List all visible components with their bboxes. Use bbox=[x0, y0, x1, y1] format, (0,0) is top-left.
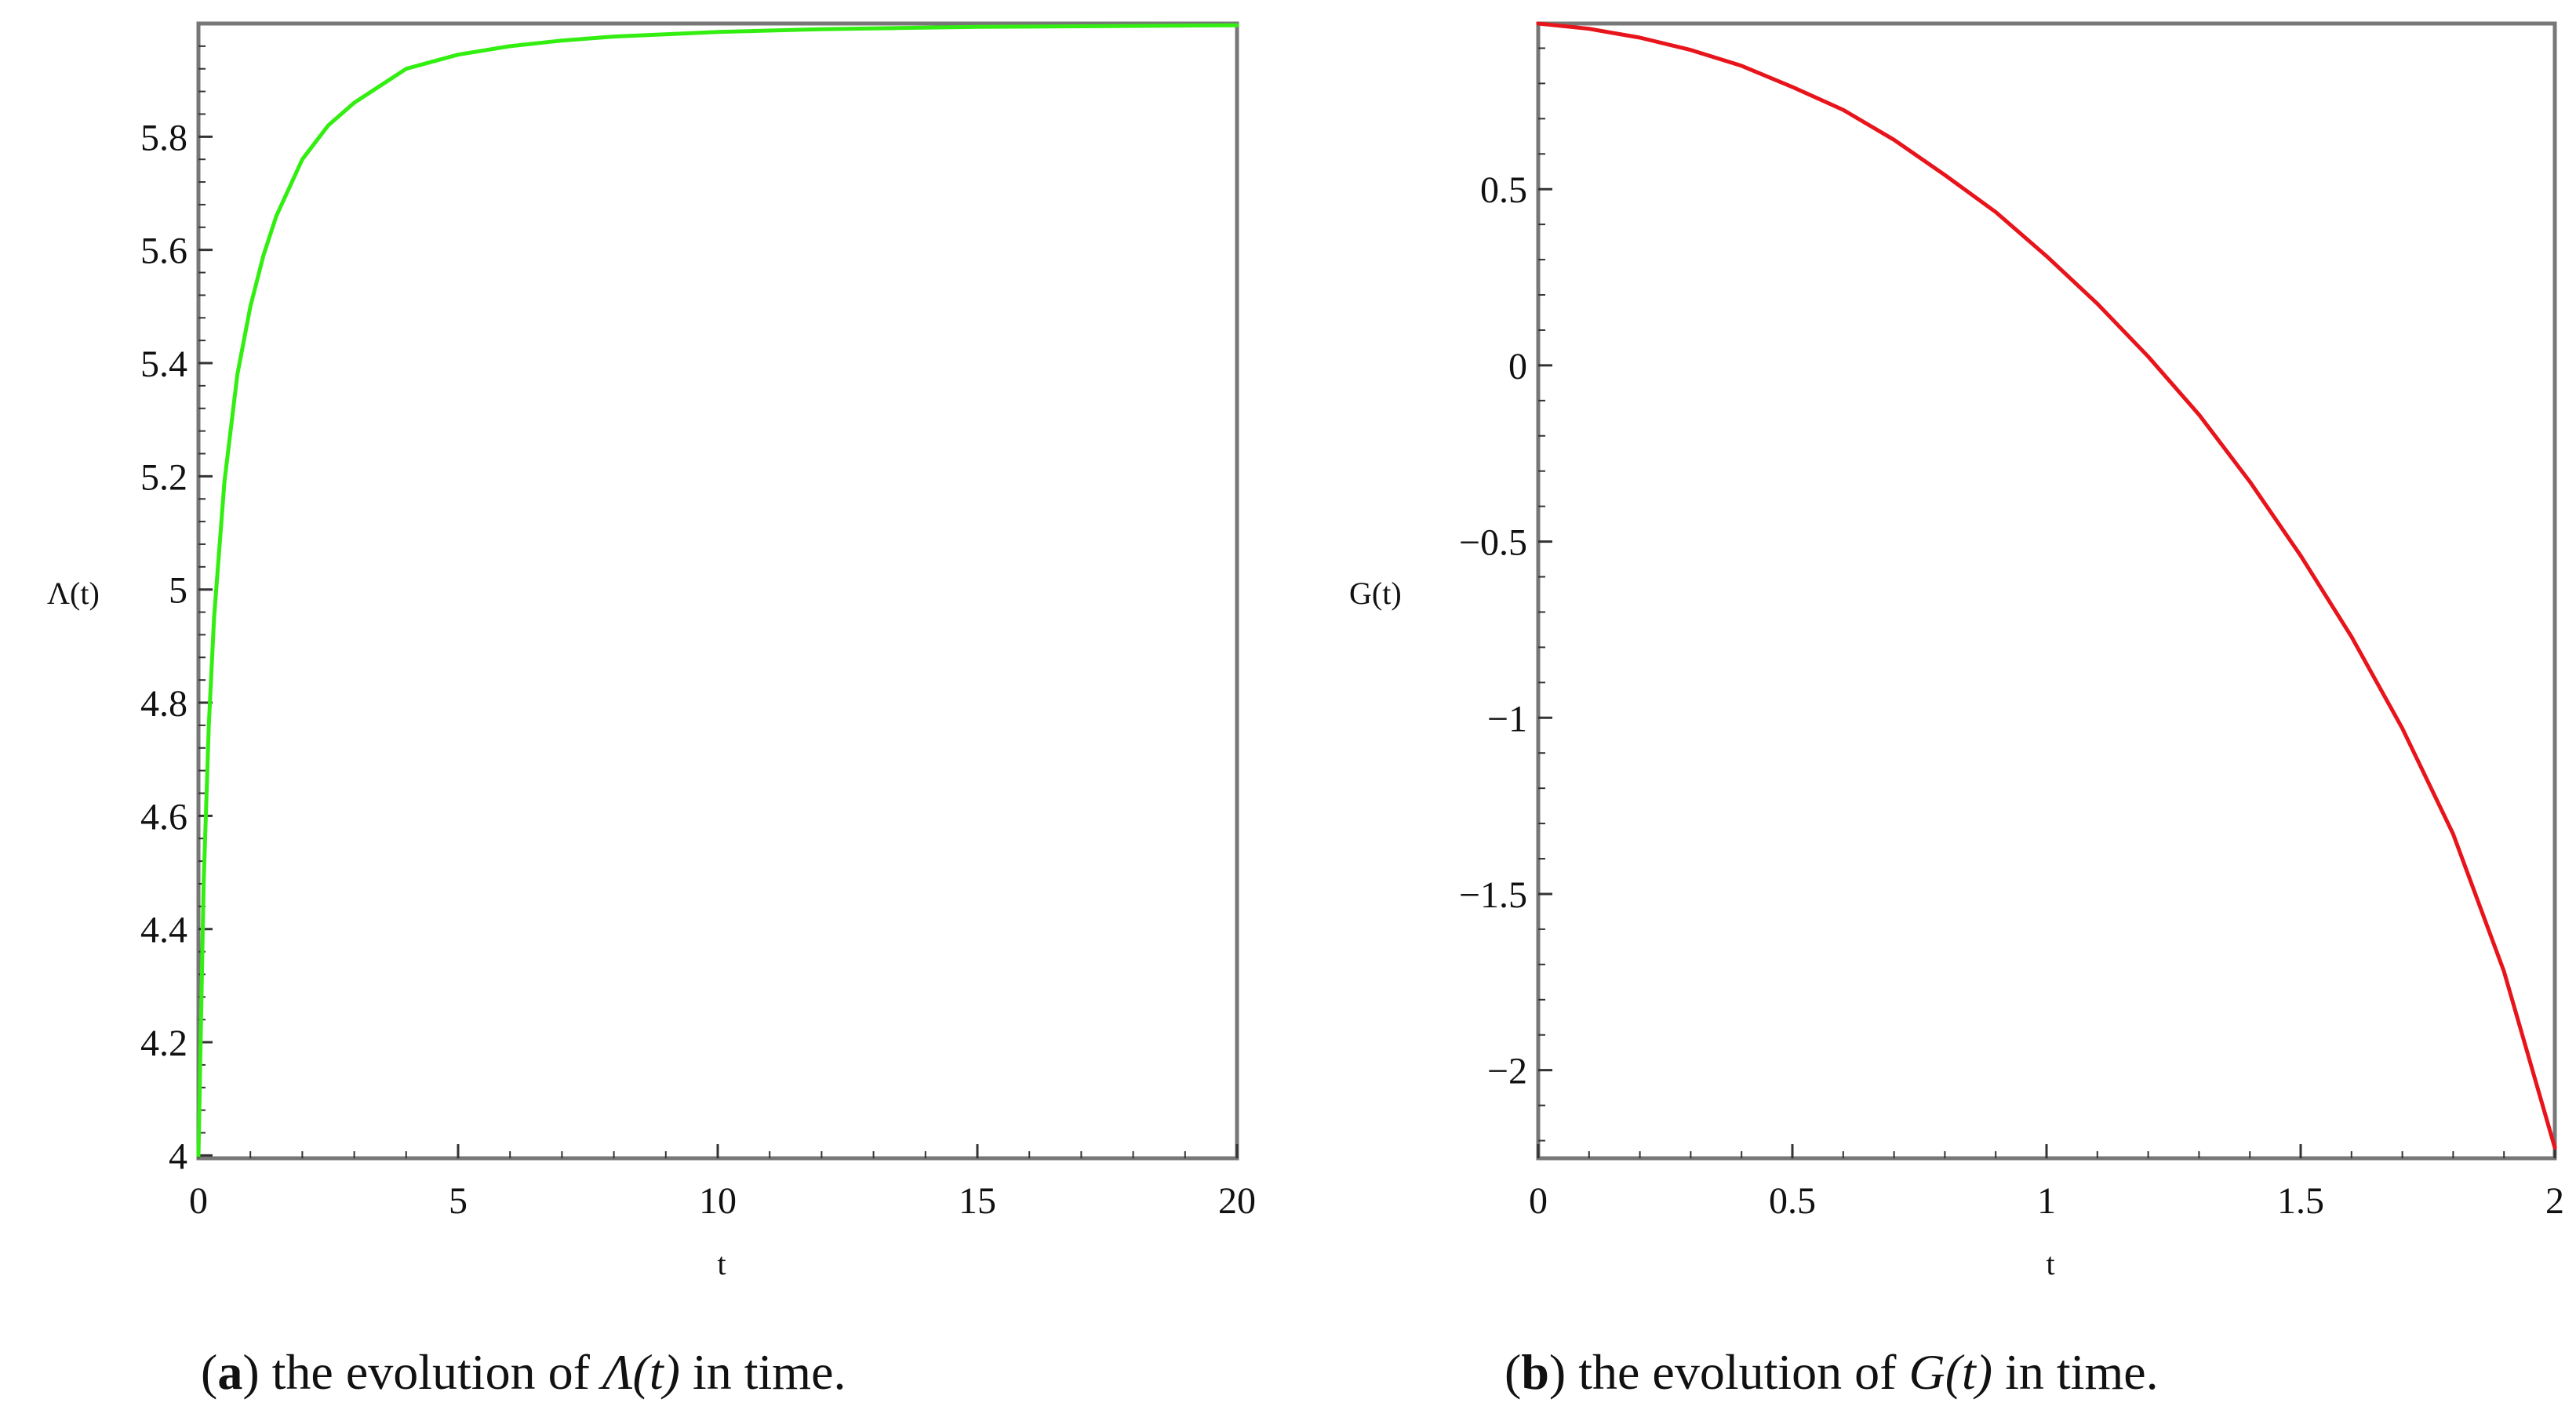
panel-a-caption-prefix: the evolution of bbox=[271, 1344, 590, 1400]
panel-a-x-tick-label: 5 bbox=[449, 1180, 468, 1222]
panel-b-x-tick-label: 1.5 bbox=[2277, 1180, 2324, 1222]
panel-a-y-tick-label: 4 bbox=[169, 1136, 187, 1177]
panel-b-y-tick-label: 0.5 bbox=[1480, 169, 1527, 211]
panel-b-caption-math: G(t) bbox=[1908, 1344, 1993, 1400]
panel-a-y-tick-label: 4.6 bbox=[140, 796, 187, 838]
panel-b-plot-frame bbox=[1536, 21, 2557, 1161]
panel-b-x-tick-label: 1 bbox=[2037, 1180, 2056, 1222]
panel-b-chart: G(t) t 0 0.5 1 1.5 2 −2 −1.5 −1 −0.5 0 0.5 bbox=[1349, 21, 2564, 1281]
panel-b-caption-label: b bbox=[1521, 1344, 1549, 1400]
panel-a-caption-math: Λ(t) bbox=[602, 1344, 680, 1400]
panel-a-y-tick-label: 4.2 bbox=[140, 1023, 187, 1064]
panel-a-x-tick-label: 20 bbox=[1218, 1180, 1256, 1222]
panel-b-y-tick-label: −1.5 bbox=[1459, 874, 1527, 916]
panel-a-y-tick-label: 5.8 bbox=[140, 117, 187, 158]
panel-a-y-tick-label: 4.4 bbox=[140, 910, 187, 951]
panel-a-y-tick-label: 5 bbox=[169, 570, 187, 612]
panel-a-x-axis-label: t bbox=[717, 1246, 726, 1281]
panel-b-x-tick-label: 0 bbox=[1529, 1180, 1548, 1222]
panel-b-x-tick-label: 0.5 bbox=[1769, 1180, 1816, 1222]
panel-a-y-tick-label: 4.8 bbox=[140, 683, 187, 725]
panel-a-caption: (a) the evolution of Λ(t) in time. bbox=[201, 1344, 846, 1400]
panel-b-caption-prefix: the evolution of bbox=[1578, 1344, 1897, 1400]
panel-b-y-tick-label: −0.5 bbox=[1459, 522, 1527, 564]
panel-a-x-tick-label: 0 bbox=[189, 1180, 208, 1222]
panel-a-plot-frame bbox=[196, 21, 1239, 1161]
panel-a-y-axis-label: Λ(t) bbox=[47, 576, 100, 611]
panel-b-y-tick-label: −1 bbox=[1487, 698, 1527, 740]
panel-b-series-line bbox=[1536, 21, 2557, 1150]
panel-b-y-tick-label: −2 bbox=[1487, 1051, 1527, 1092]
panel-a-x-tick-label: 15 bbox=[959, 1180, 996, 1222]
panel-b-y-axis-label: G(t) bbox=[1349, 576, 1402, 611]
panel-b-caption: (b) the evolution of G(t) in time. bbox=[1504, 1344, 2159, 1400]
panel-a-series-line bbox=[196, 23, 1239, 1157]
panel-a-y-tick-label: 5.2 bbox=[140, 456, 187, 498]
panel-a-x-tick-label: 10 bbox=[699, 1180, 737, 1222]
panel-b-y-tick-label: 0 bbox=[1508, 346, 1527, 387]
panel-a-y-tick-label: 5.4 bbox=[140, 343, 187, 385]
panel-b-x-tick-label: 2 bbox=[2545, 1180, 2564, 1222]
panel-b-x-axis-label: t bbox=[2046, 1246, 2054, 1281]
panel-a-chart: Λ(t) t 0 5 10 15 20 4 4.2 4.4 4.6 4.8 5 5.2 5.4 5.6 5.… bbox=[47, 21, 1256, 1281]
panel-a-caption-label: a bbox=[217, 1344, 243, 1400]
panel-a-caption-suffix: in time. bbox=[692, 1344, 846, 1400]
panel-b-caption-suffix: in time. bbox=[2005, 1344, 2159, 1400]
panel-a-y-tick-label: 5.6 bbox=[140, 231, 187, 272]
